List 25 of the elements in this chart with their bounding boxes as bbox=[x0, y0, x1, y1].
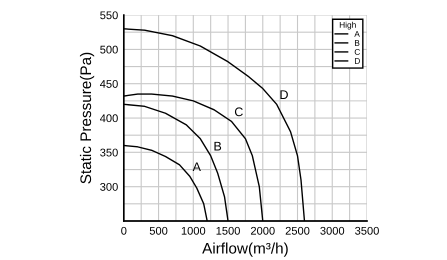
text: D bbox=[280, 90, 288, 99]
legend-label: C bbox=[354, 49, 360, 55]
y-tick-label: 550 bbox=[100, 11, 118, 20]
legend-label: B bbox=[354, 40, 360, 46]
x-tick-label: 1000 bbox=[182, 226, 206, 235]
text: B bbox=[214, 142, 222, 150]
y-tick-label: 500 bbox=[100, 46, 118, 54]
y-tick-label: 450 bbox=[100, 80, 118, 88]
x-tick-label: 500 bbox=[150, 226, 168, 235]
text: C bbox=[234, 107, 243, 116]
y-tick-label: 300 bbox=[100, 182, 118, 191]
legend-label: A bbox=[354, 31, 360, 37]
text: A bbox=[192, 162, 201, 172]
x-tick-label: 2000 bbox=[250, 226, 275, 235]
legend-label: D bbox=[354, 58, 360, 64]
y-tick-label: 400 bbox=[100, 114, 118, 122]
x-axis-title: Airflow(m³/h) bbox=[202, 242, 288, 257]
x-tick-label: 0 bbox=[121, 226, 126, 235]
y-tick-label: 350 bbox=[100, 148, 118, 156]
x-tick-label: 2500 bbox=[286, 226, 310, 235]
y-axis-title: Static Pressure(Pa) bbox=[80, 52, 94, 184]
x-tick-label: 1500 bbox=[216, 226, 240, 235]
x-tick-label: 3500 bbox=[355, 226, 379, 235]
legend-title: High bbox=[340, 22, 356, 30]
x-tick-label: 3000 bbox=[320, 226, 344, 235]
